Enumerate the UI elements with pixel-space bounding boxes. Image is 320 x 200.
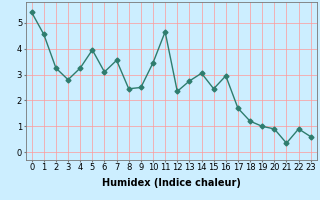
X-axis label: Humidex (Indice chaleur): Humidex (Indice chaleur) (102, 178, 241, 188)
